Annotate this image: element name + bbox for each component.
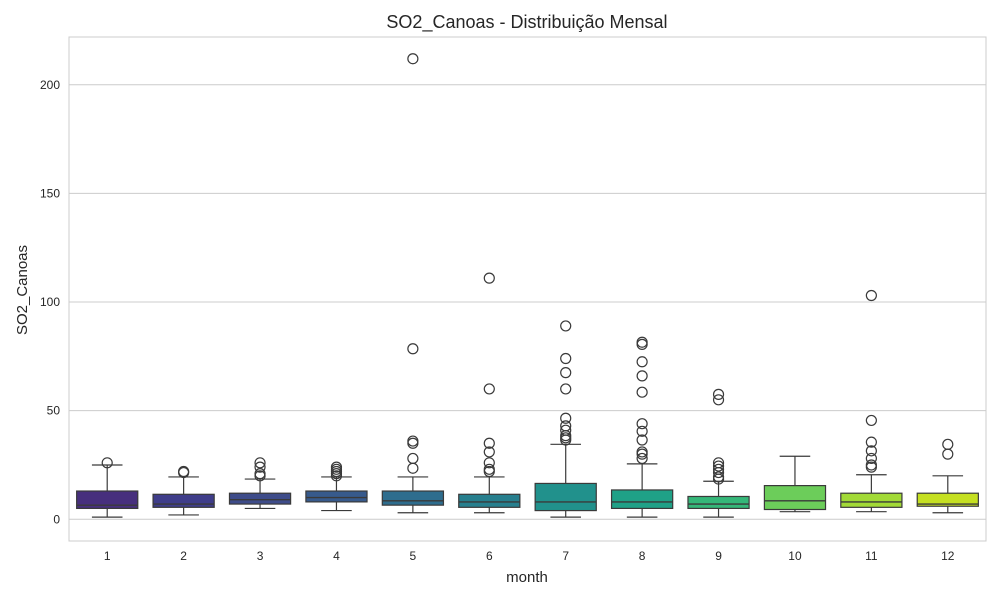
outlier-point <box>407 452 419 465</box>
box-group <box>152 465 215 516</box>
outlier-point <box>560 412 572 424</box>
box-group <box>534 320 597 518</box>
y-axis-label: SO2_Canoas <box>14 245 31 335</box>
outlier-point <box>865 436 877 448</box>
iqr-box <box>687 495 750 510</box>
outlier-point <box>330 461 343 473</box>
iqr-box <box>381 490 445 506</box>
outlier-point <box>407 53 419 65</box>
outlier-point <box>101 457 113 469</box>
x-tick-label: 5 <box>410 549 417 563</box>
box-group <box>228 457 292 510</box>
outlier-point <box>712 463 725 475</box>
x-tick-label: 12 <box>941 549 955 563</box>
chart-title: SO2_Canoas - Distribuição Mensal <box>386 12 667 33</box>
outlier-point <box>865 459 877 471</box>
box-group <box>916 438 979 514</box>
outlier-point <box>483 457 495 469</box>
box-group <box>458 272 521 514</box>
outlier-point <box>865 445 877 457</box>
outlier-point <box>636 446 648 458</box>
outlier-point <box>712 388 725 400</box>
outlier-point <box>712 460 725 472</box>
box-group <box>76 457 139 518</box>
x-tick-label: 7 <box>562 549 569 563</box>
outlier-point <box>865 414 877 427</box>
outlier-point <box>865 289 877 302</box>
box-series <box>76 53 979 518</box>
x-tick-label: 2 <box>180 549 187 563</box>
y-tick-label: 200 <box>40 78 60 92</box>
box-group <box>381 53 445 514</box>
outlier-point <box>254 461 266 473</box>
outlier-point <box>254 457 266 469</box>
outlier-point <box>560 367 572 379</box>
y-tick-label: 150 <box>40 186 60 200</box>
outlier-point <box>483 437 495 449</box>
iqr-box <box>458 493 521 508</box>
outlier-point <box>483 272 495 284</box>
iqr-box <box>76 490 139 510</box>
iqr-box <box>610 489 674 510</box>
outlier-point <box>178 465 190 478</box>
box-group <box>305 461 368 512</box>
outlier-point <box>560 352 572 365</box>
outlier-point <box>712 471 725 483</box>
outlier-point <box>636 370 648 382</box>
x-tick-label: 10 <box>788 549 802 563</box>
outlier-point <box>407 343 419 355</box>
box-group <box>610 336 674 518</box>
outlier-point <box>483 463 495 475</box>
box-group <box>763 455 827 513</box>
box-group <box>687 388 750 518</box>
x-tick-label: 6 <box>486 549 493 563</box>
outlier-point <box>636 386 648 398</box>
x-tick-label: 4 <box>333 549 340 563</box>
outlier-point <box>560 383 572 395</box>
outlier-point <box>636 418 648 430</box>
iqr-box <box>840 492 903 508</box>
iqr-box <box>305 490 368 503</box>
outlier-point <box>636 356 648 368</box>
x-tick-label: 3 <box>257 549 264 563</box>
outlier-point <box>636 452 648 465</box>
iqr-box <box>916 492 979 507</box>
x-tick-label: 1 <box>104 549 111 563</box>
outlier-point <box>636 336 648 348</box>
outlier-point <box>254 468 266 480</box>
y-tick-label: 50 <box>47 404 61 418</box>
x-axis-label: month <box>506 569 548 586</box>
outlier-point <box>865 452 877 465</box>
y-tick-label: 0 <box>53 512 60 526</box>
x-tick-label: 11 <box>865 549 878 563</box>
outlier-point <box>407 435 419 447</box>
iqr-box <box>228 492 292 505</box>
iqr-box <box>534 482 597 512</box>
outlier-point <box>712 457 725 469</box>
box-group <box>840 289 903 513</box>
outlier-point <box>636 434 648 446</box>
x-tick-label: 8 <box>639 549 646 563</box>
grid-lines <box>69 84 986 520</box>
iqr-box <box>152 493 215 508</box>
outlier-point <box>560 424 572 436</box>
iqr-box <box>763 485 827 511</box>
outlier-point <box>560 420 572 432</box>
x-tick-label: 9 <box>715 549 722 563</box>
outlier-point <box>483 383 495 395</box>
outlier-point <box>636 425 648 437</box>
plot-area <box>68 36 987 542</box>
y-tick-label: 100 <box>40 295 60 309</box>
outlier-point <box>483 446 495 458</box>
outlier-point <box>560 320 572 332</box>
outlier-point <box>942 438 954 450</box>
outlier-point <box>712 394 725 406</box>
